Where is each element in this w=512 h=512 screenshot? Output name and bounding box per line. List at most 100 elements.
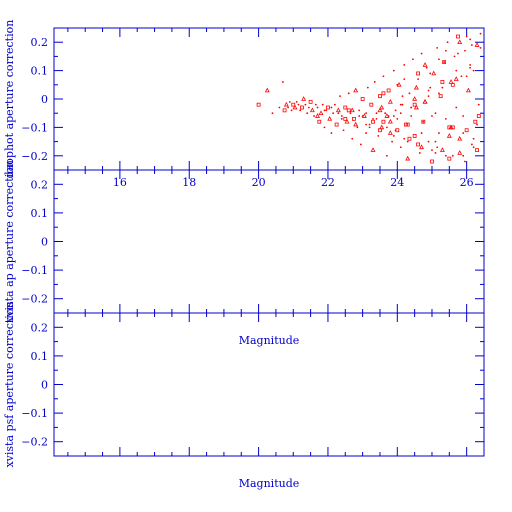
data-point [299,109,302,112]
y-tick-label: 0.1 [31,65,49,78]
data-point [474,42,480,47]
data-point [353,121,359,127]
data-point [417,78,420,81]
data-point [427,89,430,92]
data-point [264,87,270,93]
data-point [359,143,362,146]
data-point [479,32,482,35]
data-point [444,49,447,52]
data-point [469,66,472,69]
data-point [373,81,376,83]
data-point [365,132,367,134]
data-point [317,119,322,124]
panel-xvista-psf: 0.2 0.1 0 −0.1 −0.2 Magnitude xvista psf apert… [3,301,485,490]
y-tick-label: 0.2 [31,321,49,334]
data-point [300,105,304,110]
data-point [405,122,410,127]
data-point [407,136,412,141]
data-point [442,60,447,64]
data-point [386,88,391,93]
data-point [460,75,463,78]
x-tick-label: 20 [252,176,266,189]
data-point [287,106,289,109]
data-point [473,119,478,124]
data-point [358,109,361,112]
data-point [412,96,418,101]
data-point [347,92,350,95]
data-point [434,140,437,143]
data-point [470,143,473,146]
x-tick-label: 26 [460,176,474,189]
data-point [381,119,386,124]
data-point [396,83,399,86]
data-point [418,152,421,154]
data-point [438,58,440,61]
data-point [431,70,437,76]
data-point [321,103,324,106]
data-point [330,106,333,109]
data-point [453,55,456,58]
data-point [392,69,395,72]
data-point [422,62,428,67]
data-point [377,107,383,113]
data-point [281,81,284,83]
data-point [438,132,440,134]
data-point [427,95,430,98]
data-point [422,98,428,104]
data-point [464,160,466,163]
y-axis-label: daophot aperture correction [3,20,16,179]
data-point [438,92,440,95]
data-point [429,72,432,75]
data-point [436,146,439,149]
data-point [370,147,376,152]
data-point [412,134,417,138]
data-point [349,107,355,113]
data-point [327,116,333,121]
data-point [323,126,326,129]
scatter-series [256,32,482,164]
data-point [475,148,479,153]
data-point [422,120,425,123]
data-point [469,38,472,41]
data-point [392,115,395,117]
x-tick-label: 24 [390,176,404,189]
data-point [416,142,421,147]
data-point [444,117,447,120]
data-point [379,104,385,110]
data-point [462,132,465,134]
data-point [410,115,413,117]
data-point [412,58,414,61]
data-point [378,94,382,99]
data-point [368,123,371,126]
data-point [465,75,468,78]
panel-daophot: 0.2 0.1 0 −0.1 −0.2 16 18 20 22 24 26 daophot apert… [3,20,485,189]
data-point [384,113,390,118]
data-point [334,122,339,127]
data-point [455,106,458,109]
data-point [378,128,382,133]
data-point [457,135,463,141]
data-point [314,103,317,106]
data-point [337,112,340,115]
data-point [476,123,478,126]
data-point [387,130,393,135]
data-point [283,101,289,107]
data-point [271,112,274,115]
data-point [469,64,472,66]
data-point [371,119,375,124]
data-point [434,152,437,154]
y-tick-label: 0 [41,93,48,106]
y-tick-label: 0 [41,236,48,249]
y-axis-label: xvista ap aperture correction [3,160,16,323]
data-point [316,106,319,109]
data-point [256,102,261,107]
data-point [339,95,341,98]
data-point [434,112,437,115]
data-point [451,154,454,157]
data-point [332,112,335,115]
data-point [401,103,404,106]
data-point [399,112,402,115]
data-point [288,100,291,103]
data-point [453,76,459,81]
data-point [346,108,351,113]
